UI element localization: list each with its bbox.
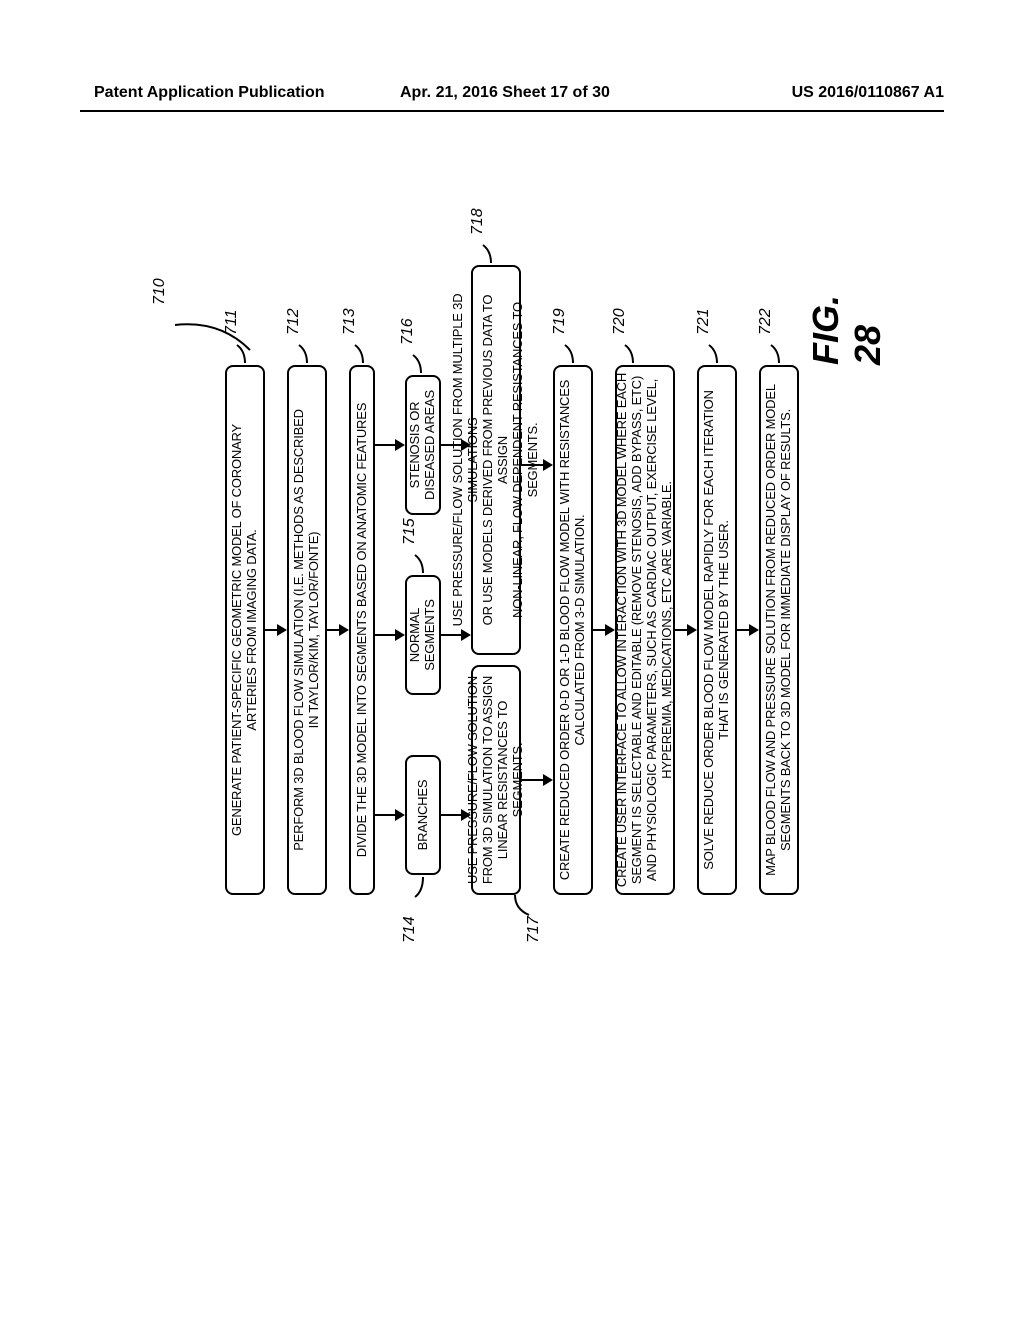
ref-hook-712 [297, 331, 317, 363]
ref-hook-711 [235, 331, 255, 363]
ref-720: 720 [611, 308, 629, 335]
header-rule [80, 110, 944, 112]
step-714-branches: BRANCHES [405, 755, 441, 875]
ref-710: 710 [151, 278, 169, 305]
header-left: Patent Application Publication [94, 84, 325, 102]
ref-hook-714 [413, 877, 433, 911]
step-716-stenosis: STENOSIS ORDISEASED AREAS [405, 375, 441, 515]
ref-hook-722 [769, 331, 789, 363]
ref-hook-718 [481, 231, 501, 263]
step-713: DIVIDE THE 3D MODEL INTO SEGMENTS BASED … [349, 365, 375, 895]
ref-712: 712 [285, 308, 303, 335]
ref-hook-719 [563, 331, 583, 363]
step-720: CREATE USER INTERFACE TO ALLOW INTERACTI… [615, 365, 675, 895]
ref-716: 716 [399, 318, 417, 345]
ref-711: 711 [223, 309, 241, 335]
header-center: Apr. 21, 2016 Sheet 17 of 30 [400, 84, 610, 102]
step-722: MAP BLOOD FLOW AND PRESSURE SOLUTION FRO… [759, 365, 799, 895]
flowchart-diagram: 710 GENERATE PATIENT-SPECIFIC GEOMETRIC … [225, 365, 965, 895]
step-711: GENERATE PATIENT-SPECIFIC GEOMETRIC MODE… [225, 365, 265, 895]
ref-hook-713 [353, 331, 373, 363]
step-712: PERFORM 3D BLOOD FLOW SIMULATION (I.E. M… [287, 365, 327, 895]
figure-label: FIG. 28 [805, 295, 889, 365]
ref-713: 713 [341, 308, 359, 335]
ref-hook-720 [623, 331, 643, 363]
step-715-normal-segments: NORMALSEGMENTS [405, 575, 441, 695]
step-718: USE PRESSURE/FLOW SOLUTION FROM MULTIPLE… [471, 265, 521, 655]
ref-718: 718 [469, 208, 487, 235]
ref-721: 721 [695, 308, 713, 335]
step-717: USE PRESSURE/FLOW SOLUTIONFROM 3D SIMULA… [471, 665, 521, 895]
ref-722: 722 [757, 308, 775, 335]
ref-hook-721 [707, 331, 727, 363]
ref-hook-716 [411, 341, 431, 373]
ref-719: 719 [551, 308, 569, 335]
ref-715: 715 [401, 518, 419, 545]
ref-714: 714 [401, 916, 419, 943]
header-right: US 2016/0110867 A1 [792, 84, 944, 102]
step-719: CREATE REDUCED ORDER 0-D OR 1-D BLOOD FL… [553, 365, 593, 895]
step-721: SOLVE REDUCE ORDER BLOOD FLOW MODEL RAPI… [697, 365, 737, 895]
ref-717: 717 [525, 916, 543, 943]
